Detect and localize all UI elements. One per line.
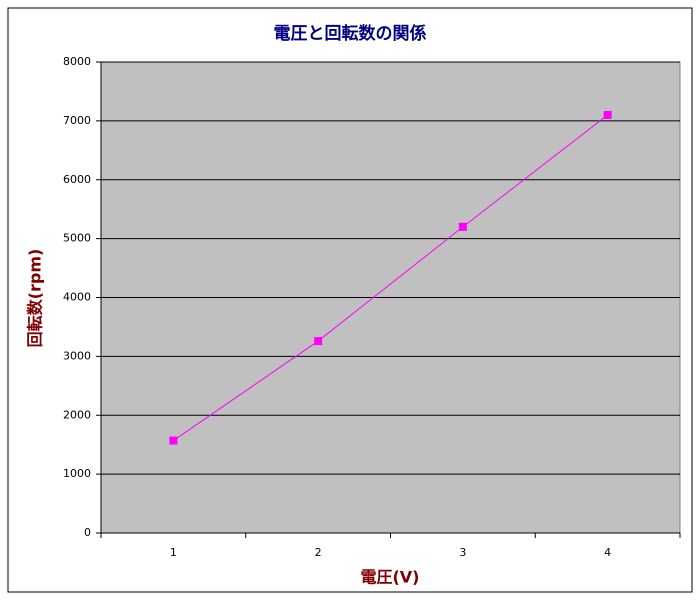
x-axis-label: 電圧(V) (360, 568, 419, 587)
data-point (169, 436, 178, 445)
x-tick-label: 2 (315, 546, 322, 559)
data-point (603, 110, 612, 119)
y-tick-label: 6000 (63, 173, 91, 186)
x-tick-label: 1 (170, 546, 177, 559)
y-tick-label: 7000 (63, 114, 91, 127)
chart-title: 電圧と回転数の関係 (274, 23, 427, 44)
y-tick-label: 8000 (63, 55, 91, 68)
y-tick-label: 3000 (63, 349, 91, 362)
y-tick-label: 2000 (63, 408, 91, 421)
x-tick-label: 4 (604, 546, 611, 559)
x-tick-label: 3 (459, 546, 466, 559)
y-tick-label: 5000 (63, 232, 91, 245)
y-tick-label: 4000 (63, 291, 91, 304)
data-point (314, 337, 323, 346)
y-axis-label: 回転数(rpm) (26, 249, 45, 348)
data-point (458, 222, 467, 231)
series-line (173, 114, 608, 441)
y-tick-label: 0 (84, 526, 91, 539)
y-tick-label: 1000 (63, 467, 91, 480)
